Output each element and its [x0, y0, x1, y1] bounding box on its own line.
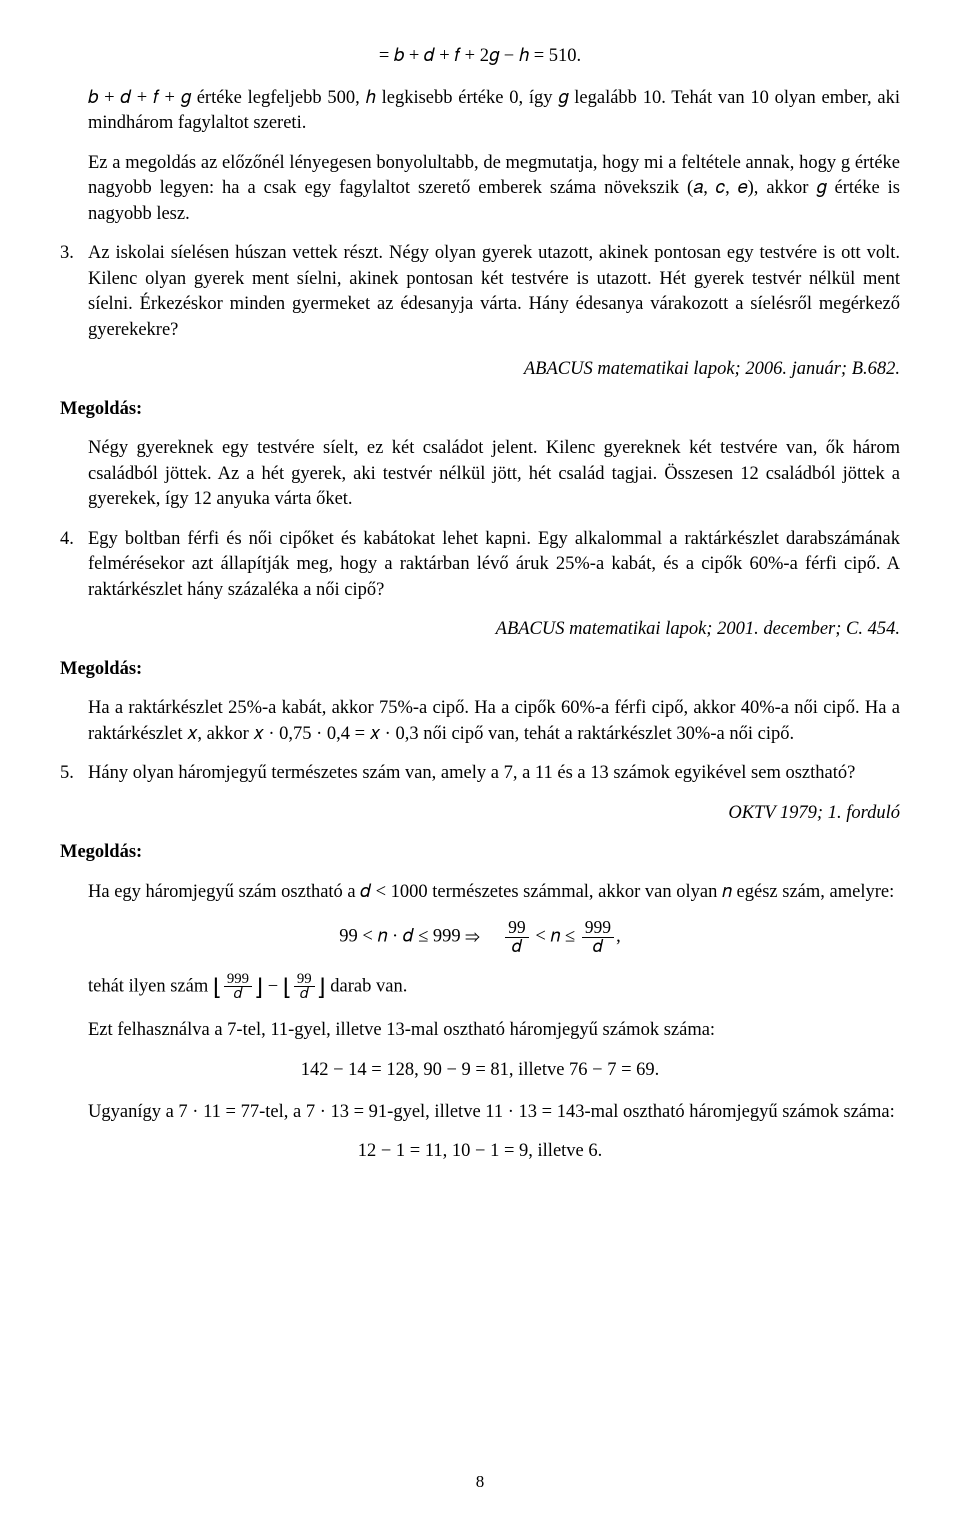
floor-minus: −	[263, 976, 283, 996]
floor-left-1: ⌊	[213, 975, 222, 1001]
sol5b-pre: tehát ilyen szám	[88, 976, 213, 996]
floor-right-1: ⌋	[254, 975, 263, 1001]
solution-5a-text: Ha egy háromjegyű szám osztható a 𝑑 < 10…	[88, 880, 900, 906]
eq5-mid: < 𝑛 ≤	[535, 927, 579, 947]
solution-4-text: Ha a raktárkészlet 25%-a kabát, akkor 75…	[88, 696, 900, 747]
problem-3-text: Az iskolai síelésen húszan vettek részt.…	[88, 241, 900, 343]
equation-5-inequality: 99 < 𝑛 · 𝑑 ≤ 999 ⇒ 99 𝑑 < 𝑛 ≤ 999 𝑑 ,	[60, 919, 900, 955]
solution-3-label: Megoldás:	[60, 397, 900, 423]
eq5-tail: ,	[616, 927, 621, 947]
paragraph-2: Ez a megoldás az előzőnél lényegesen bon…	[88, 151, 900, 228]
solution-4-label: Megoldás:	[60, 657, 900, 683]
solution-3-text: Négy gyereknek egy testvére síelt, ez ké…	[88, 436, 900, 513]
problem-5: 5. Hány olyan háromjegyű természetes szá…	[60, 761, 900, 787]
solution-5-label: Megoldás:	[60, 840, 900, 866]
problem-3: 3. Az iskolai síelésen húszan vettek rés…	[60, 241, 900, 343]
solution-5b: tehát ilyen szám ⌊999𝑑⌋ − ⌊99𝑑⌋ darab va…	[88, 972, 900, 1005]
floor-left-2: ⌊	[283, 975, 292, 1001]
source-5: OKTV 1979; 1. forduló	[60, 801, 900, 827]
page-number: 8	[0, 1470, 960, 1493]
paragraph-1: 𝑏 + 𝑑 + 𝑓 + 𝑔 értéke legfeljebb 500, ℎ l…	[88, 86, 900, 137]
source-3: ABACUS matematikai lapok; 2006. január; …	[60, 357, 900, 383]
problem-4-number: 4.	[60, 527, 88, 604]
eq5-left: 99 < 𝑛 · 𝑑 ≤ 999 ⇒	[339, 927, 480, 947]
document-page: = 𝑏 + 𝑑 + 𝑓 + 2𝑔 − ℎ = 510. 𝑏 + 𝑑 + 𝑓 + …	[0, 0, 960, 1515]
floor-frac-99-d: 99𝑑	[294, 972, 315, 1003]
problem-4-text: Egy boltban férfi és női cipőket és kabá…	[88, 527, 900, 604]
problem-5-number: 5.	[60, 761, 88, 787]
sol5b-post: darab van.	[326, 976, 408, 996]
problem-3-number: 3.	[60, 241, 88, 343]
fraction-999-d: 999 𝑑	[582, 919, 614, 955]
fraction-99-d: 99 𝑑	[505, 919, 529, 955]
problem-4: 4. Egy boltban férfi és női cipőket és k…	[60, 527, 900, 604]
solution-5c-text: Ezt felhasználva a 7-tel, 11-gyel, illet…	[88, 1018, 900, 1044]
equation-5d: 12 − 1 = 11, 10 − 1 = 9, illetve 6.	[60, 1139, 900, 1165]
problem-5-text: Hány olyan háromjegyű természetes szám v…	[88, 761, 900, 787]
floor-frac-999-d: 999𝑑	[224, 972, 252, 1003]
floor-right-2: ⌋	[317, 975, 326, 1001]
equation-top: = 𝑏 + 𝑑 + 𝑓 + 2𝑔 − ℎ = 510.	[60, 44, 900, 70]
equation-5c: 142 − 14 = 128, 90 − 9 = 81, illetve 76 …	[60, 1058, 900, 1084]
source-4: ABACUS matematikai lapok; 2001. december…	[60, 617, 900, 643]
solution-5d-text: Ugyanígy a 7 · 11 = 77-tel, a 7 · 13 = 9…	[88, 1100, 900, 1126]
